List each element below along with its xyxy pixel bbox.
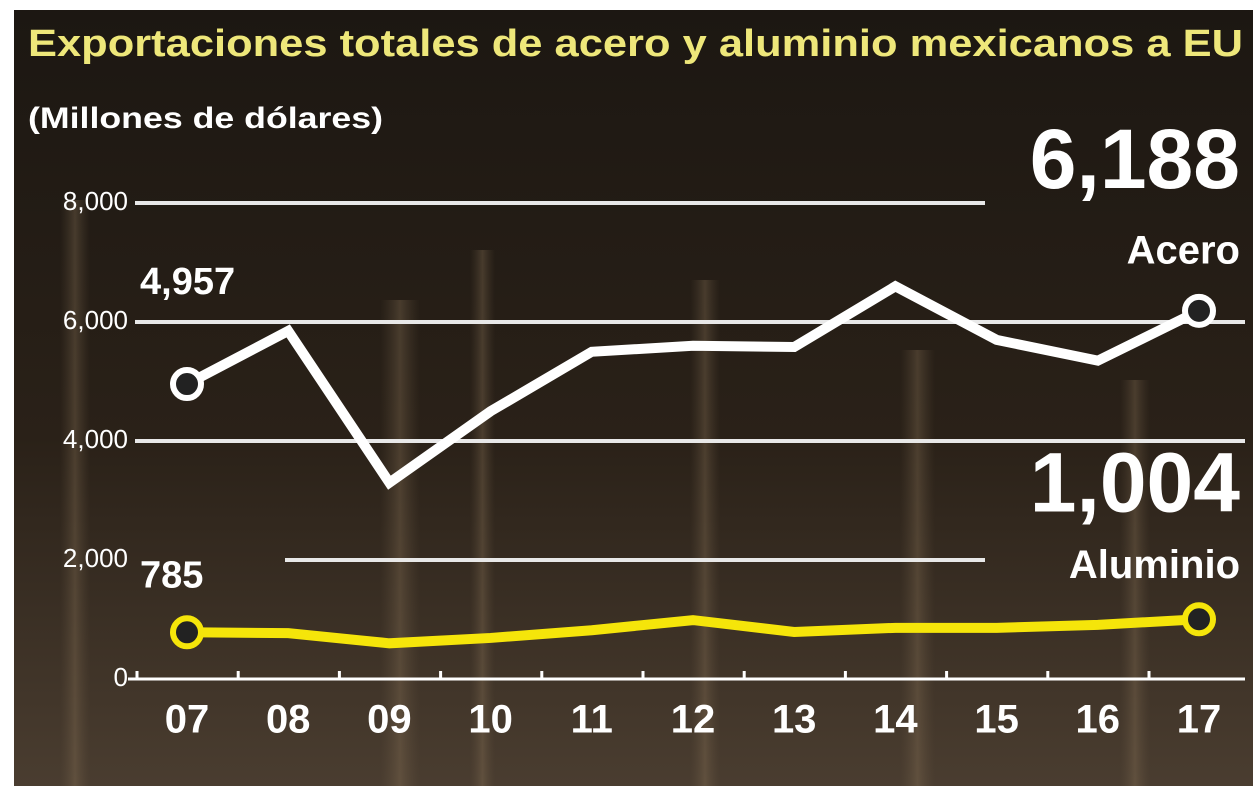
series-label: Aluminio xyxy=(1069,543,1240,587)
series-label: Acero xyxy=(1127,228,1240,272)
x-tick-label: 07 xyxy=(165,698,210,742)
x-tick-label: 10 xyxy=(468,698,513,742)
series-line xyxy=(184,280,1202,490)
y-tick-label: 6,000 xyxy=(63,305,128,335)
y-tick-label: 0 xyxy=(114,662,128,692)
y-tick-label: 4,000 xyxy=(63,424,128,454)
value-label: 1,004 xyxy=(1030,435,1240,529)
value-label: 4,957 xyxy=(140,261,235,303)
value-label: 785 xyxy=(140,554,203,596)
x-tick-label: 12 xyxy=(671,698,716,742)
endpoint-marker xyxy=(170,367,204,402)
y-tick-label: 8,000 xyxy=(63,186,128,216)
chart-subtitle: (Millones de dólares) xyxy=(28,102,383,135)
chart-title: Exportaciones totales de acero y alumini… xyxy=(28,23,1243,65)
x-tick-label: 14 xyxy=(873,698,918,742)
endpoint-marker xyxy=(170,615,204,650)
background xyxy=(14,10,1253,786)
endpoint-marker xyxy=(1182,293,1216,328)
value-label: 6,188 xyxy=(1030,112,1240,206)
x-tick-label: 08 xyxy=(266,698,311,742)
endpoint-marker xyxy=(1182,602,1216,637)
x-tick-label: 13 xyxy=(772,698,817,742)
x-tick-label: 17 xyxy=(1177,698,1222,742)
background-streaks xyxy=(60,200,1150,786)
series-line xyxy=(186,614,1200,649)
x-tick-label: 09 xyxy=(367,698,412,742)
x-tick-label: 15 xyxy=(974,698,1019,742)
x-tick-label: 16 xyxy=(1076,698,1121,742)
x-tick-label: 11 xyxy=(571,698,613,742)
y-tick-label: 2,000 xyxy=(63,543,128,573)
